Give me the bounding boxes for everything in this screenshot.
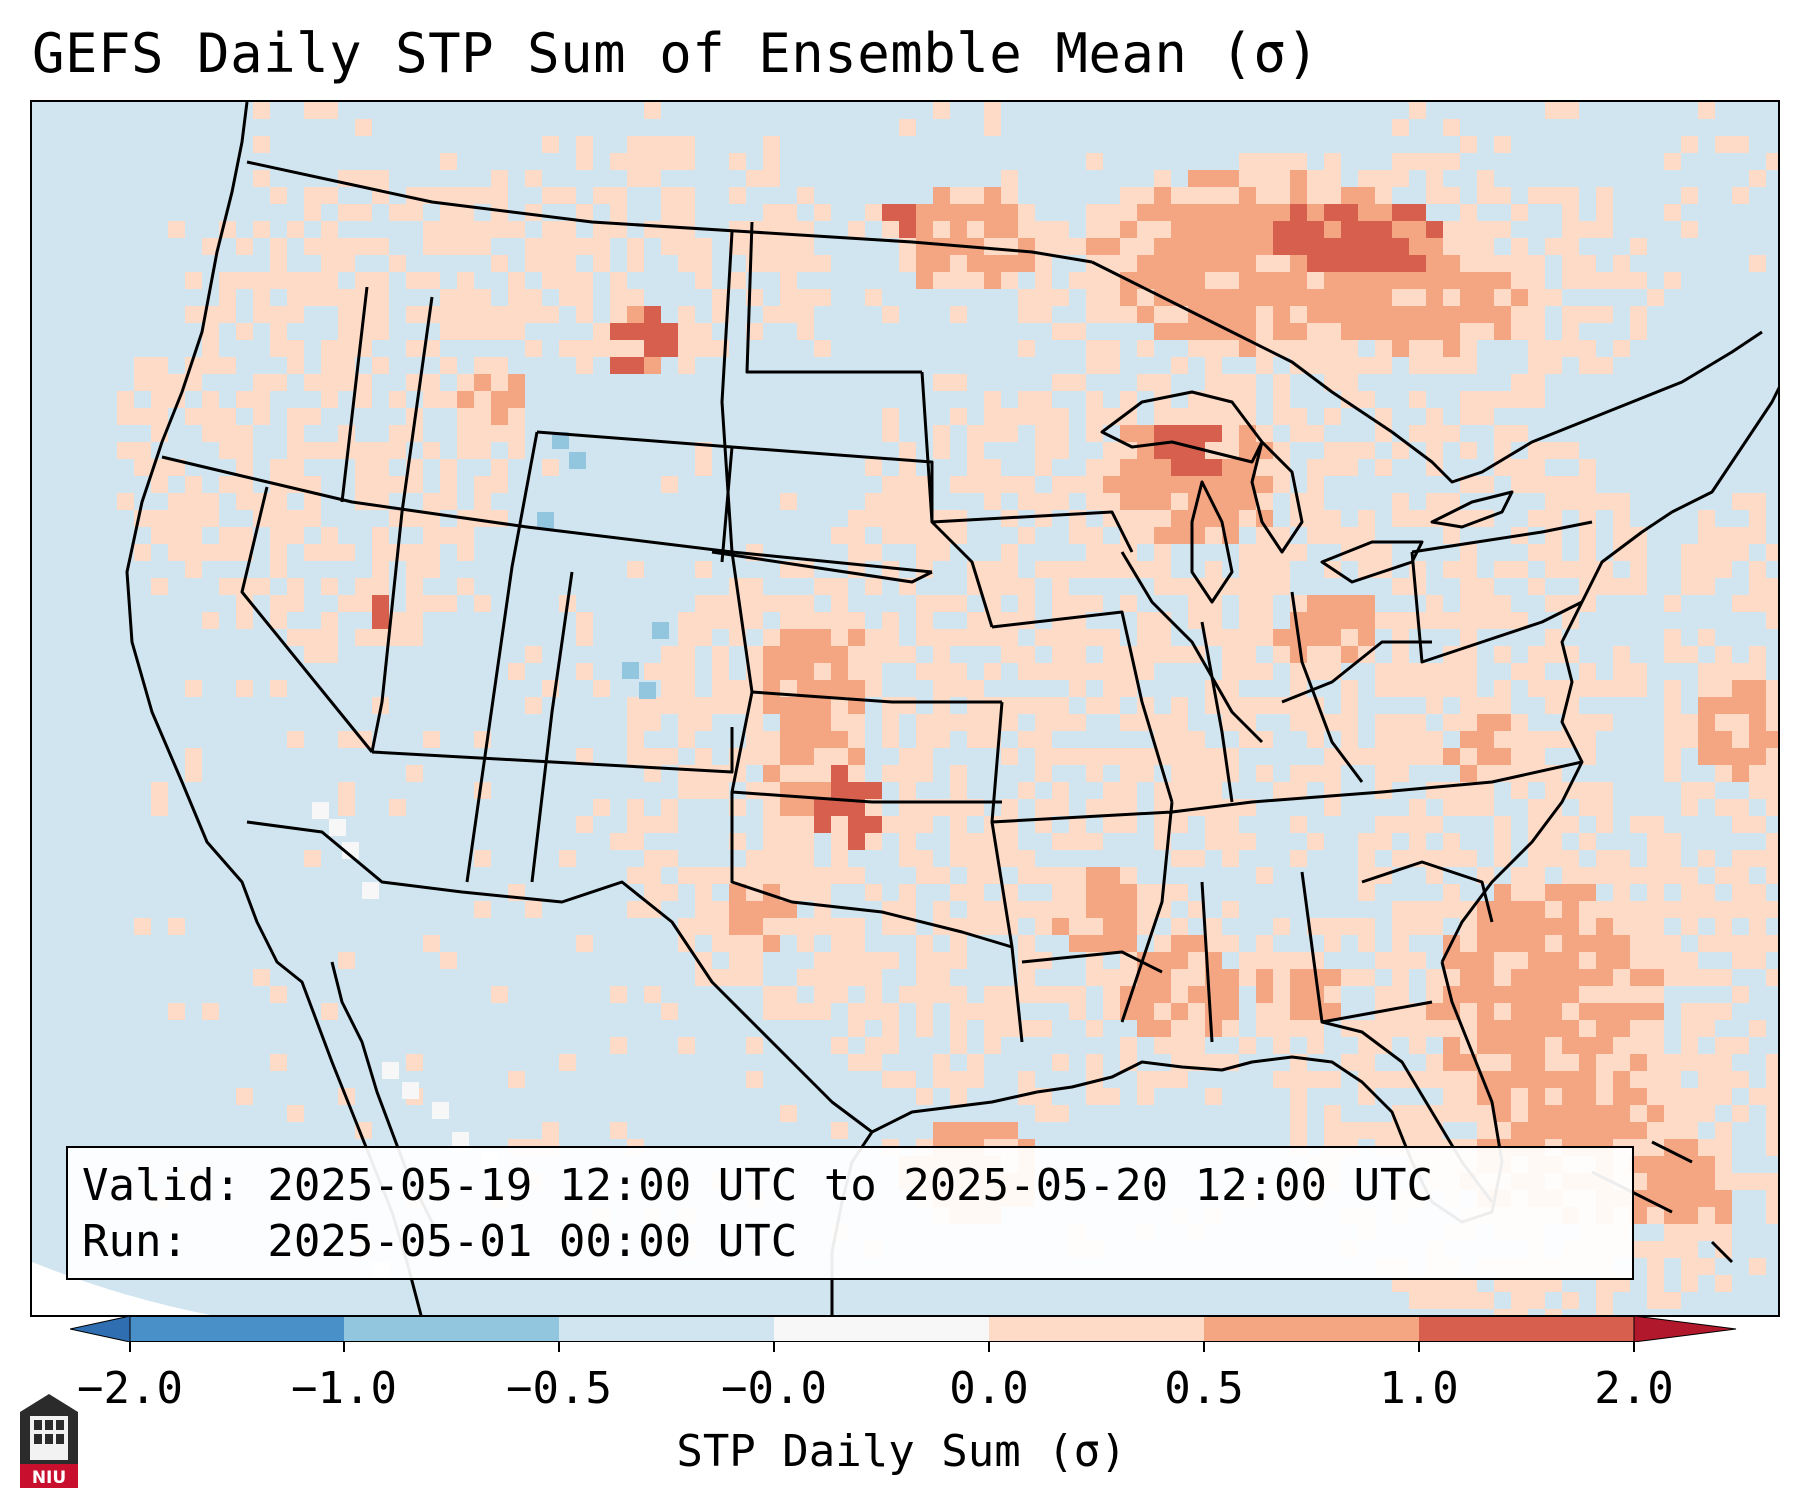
validity-info-box: Valid: 2025-05-19 12:00 UTC to 2025-05-2… (66, 1146, 1634, 1280)
colorbar-bin (989, 1316, 1204, 1342)
coastline-atlantic (1440, 386, 1778, 963)
map-svg (32, 102, 1778, 1315)
coastline-gulf-north (1036, 961, 1504, 1224)
colorbar-tick-mark (988, 1342, 990, 1352)
colorbar-tick-mark (773, 1342, 775, 1352)
niu-logo-text: NIU (32, 1468, 66, 1488)
coastline-pacific (125, 102, 423, 1315)
colorbar-tick-mark (1418, 1342, 1420, 1352)
colorbar-bin (559, 1316, 774, 1342)
great-lakes (1100, 390, 1514, 604)
colorbar-bin (1204, 1316, 1419, 1342)
run-time-text: Run: 2025-05-01 00:00 UTC (82, 1216, 798, 1267)
colorbar-tick-label: 2.0 (1594, 1363, 1674, 1414)
colorbar-outline (129, 1316, 1635, 1342)
border-canada-east (1091, 260, 1763, 484)
colorbar-tick-label: 1.0 (1379, 1363, 1459, 1414)
colorbar-tick-label: −2.0 (77, 1363, 183, 1414)
colorbar-tick-label: −0.0 (721, 1363, 827, 1414)
colorbar-tick-label: 0.5 (1164, 1363, 1244, 1414)
colorbar-bin (130, 1316, 344, 1342)
border-mexico (246, 820, 873, 1134)
colorbar-extend-high (1633, 1316, 1737, 1342)
colorbar-extend-low (70, 1316, 131, 1342)
boundaries (125, 102, 1778, 1315)
map-panel (30, 100, 1780, 1317)
colorbar-tick-mark (1633, 1342, 1635, 1352)
colorbar-bin (774, 1316, 989, 1342)
chart-title: GEFS Daily STP Sum of Ensemble Mean (σ) (32, 22, 1320, 85)
colorbar-bin (344, 1316, 559, 1342)
colorbar-tick-mark (1203, 1342, 1205, 1352)
valid-time-text: Valid: 2025-05-19 12:00 UTC to 2025-05-2… (82, 1160, 1434, 1211)
colorbar-bin (1419, 1316, 1634, 1342)
colorbar-tick-mark (343, 1342, 345, 1352)
projection-edge (32, 1262, 211, 1315)
colorbar (70, 1316, 1737, 1342)
stp-grid-cells (117, 102, 1778, 1315)
colorbar-tick-mark (129, 1342, 131, 1352)
colorbar-tick-label: 0.0 (949, 1363, 1029, 1414)
niu-logo-icon: NIU (20, 1394, 78, 1488)
colorbar-tick-label: −1.0 (291, 1363, 397, 1414)
colorbar-tick-label: −0.5 (506, 1363, 612, 1414)
colorbar-tick-mark (558, 1342, 560, 1352)
colorbar-label: STP Daily Sum (σ) (676, 1426, 1127, 1477)
